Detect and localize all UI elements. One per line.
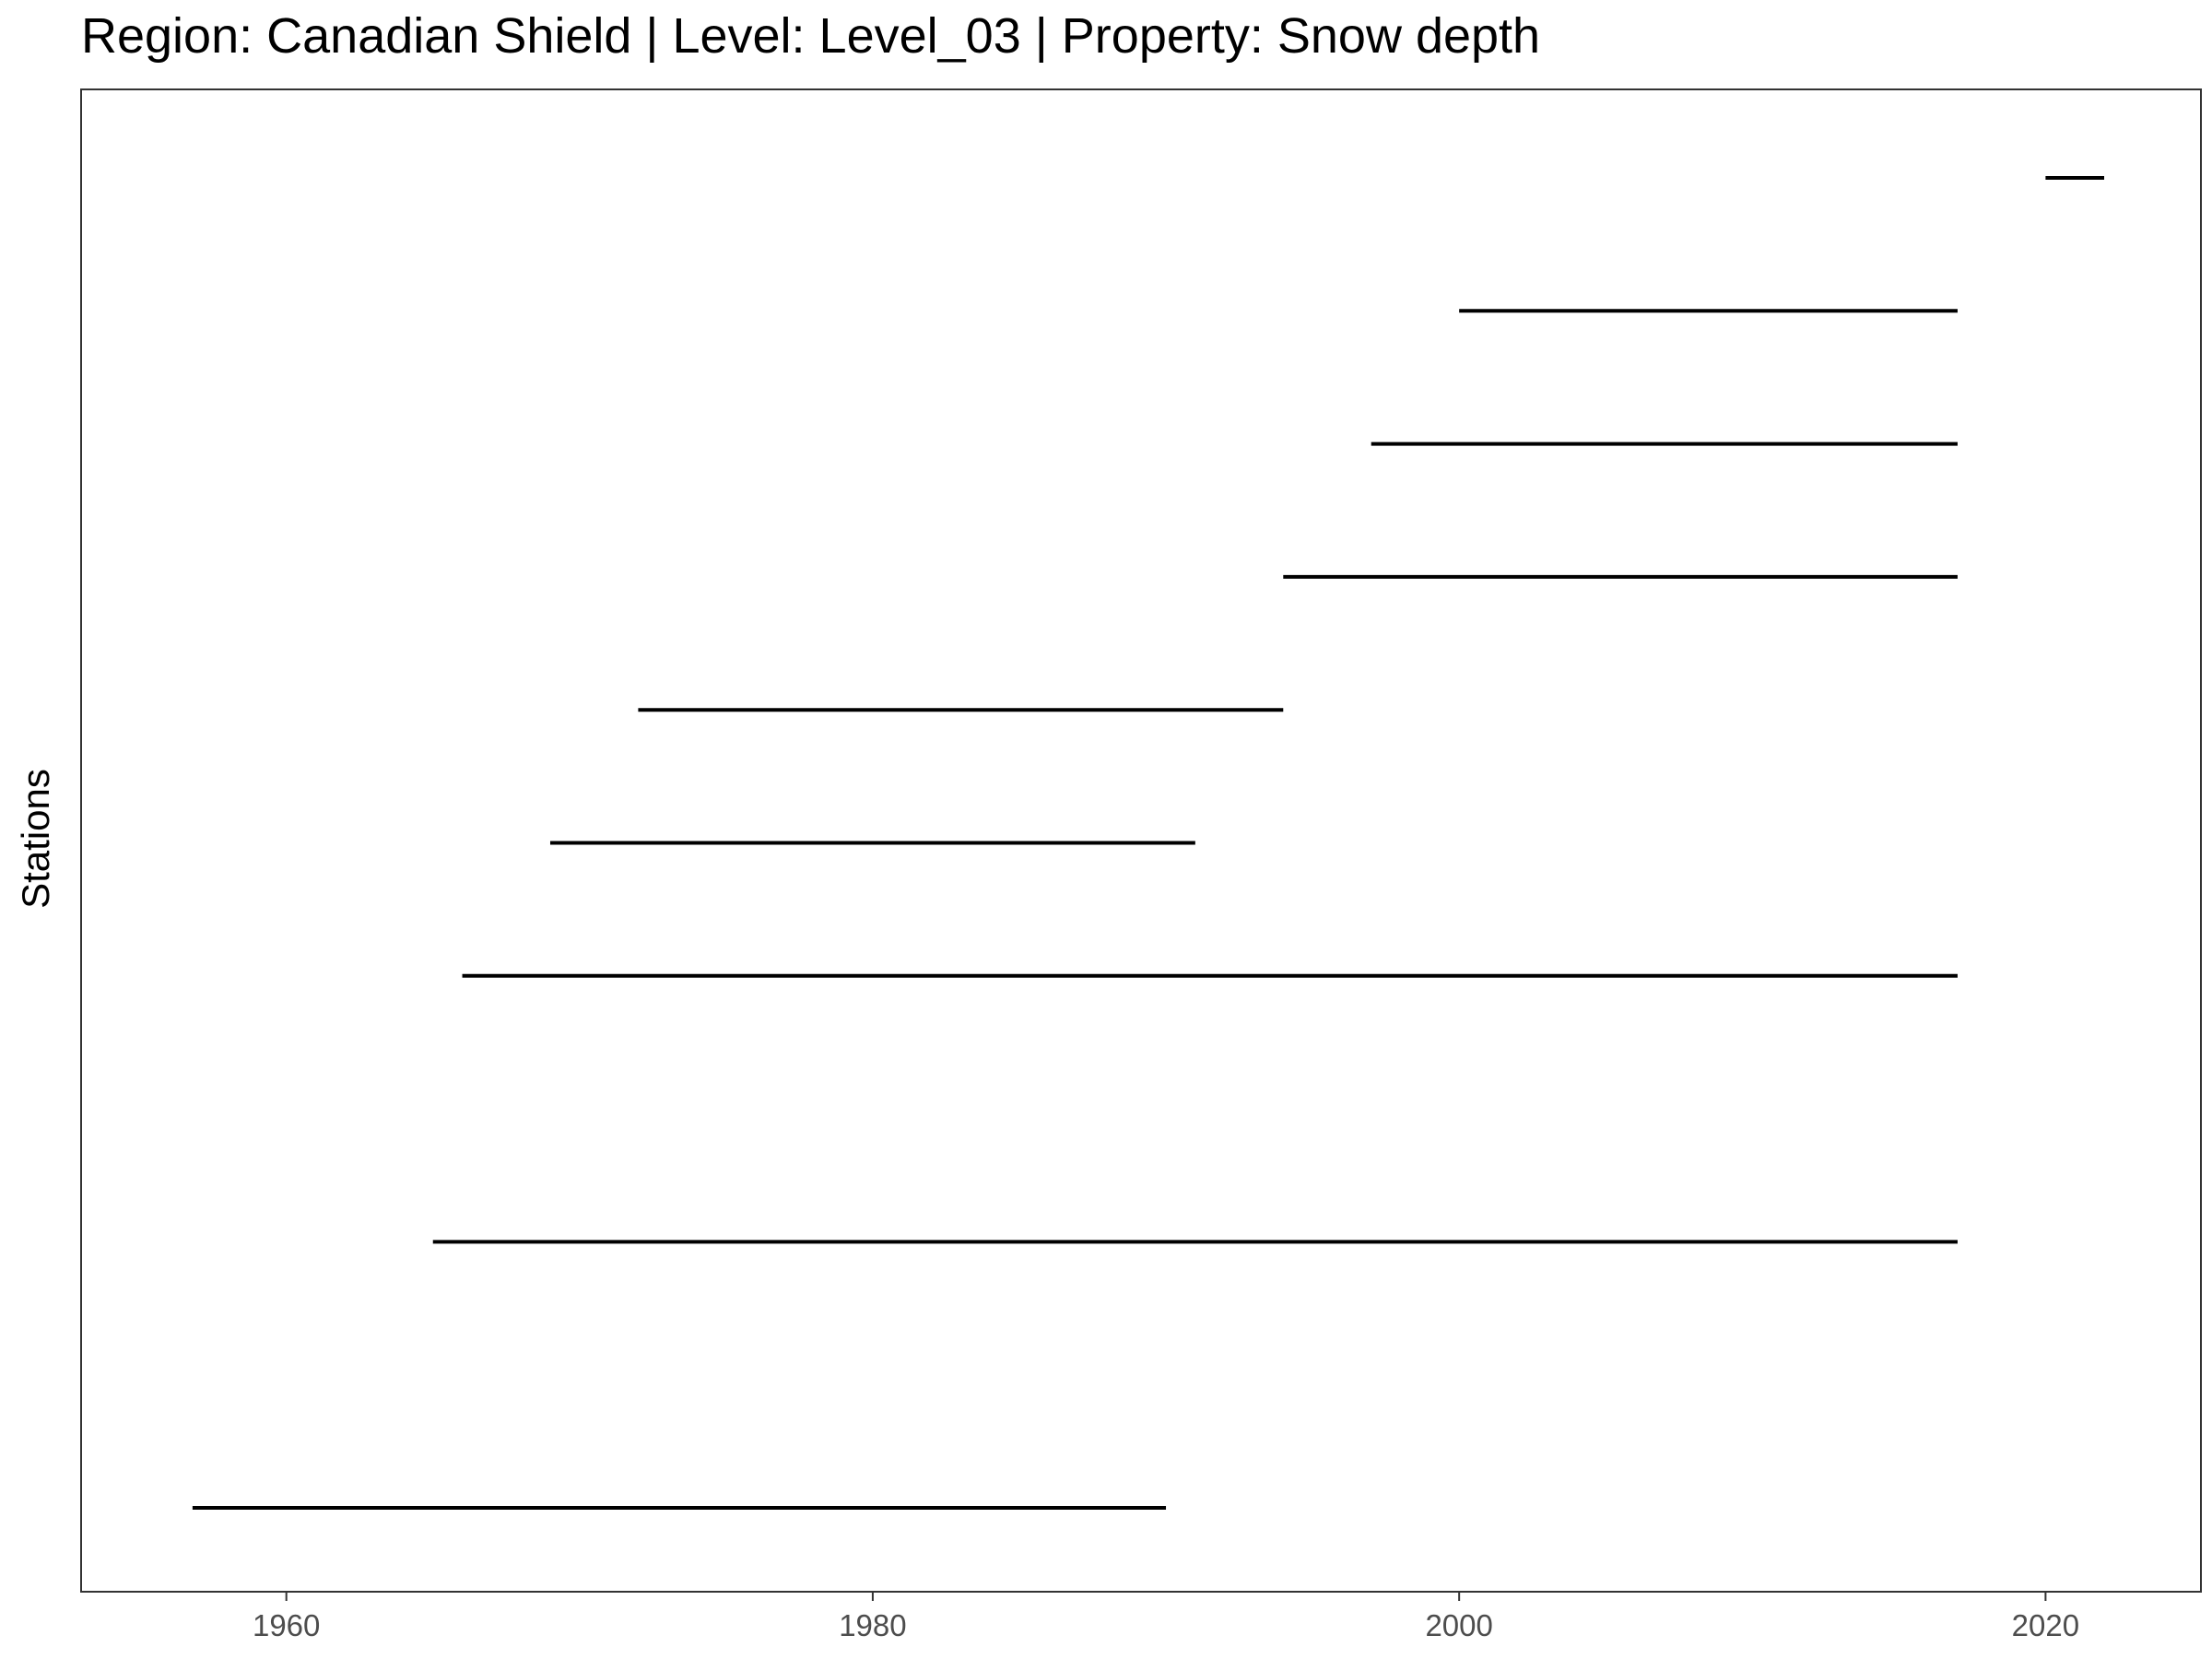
x-axis: 1960 1980 2000 2020	[253, 1592, 2079, 1642]
station-segments	[192, 176, 2105, 1510]
plot-panel-border	[80, 88, 2202, 1593]
x-tick-label: 2000	[1425, 1608, 1492, 1642]
x-tick-label: 1960	[253, 1608, 320, 1642]
chart-title: Region: Canadian Shield | Level: Level_0…	[81, 8, 1540, 64]
y-axis-label: Stations	[14, 769, 57, 909]
x-tick-label: 1980	[839, 1608, 906, 1642]
x-tick-label: 2020	[2012, 1608, 2079, 1642]
